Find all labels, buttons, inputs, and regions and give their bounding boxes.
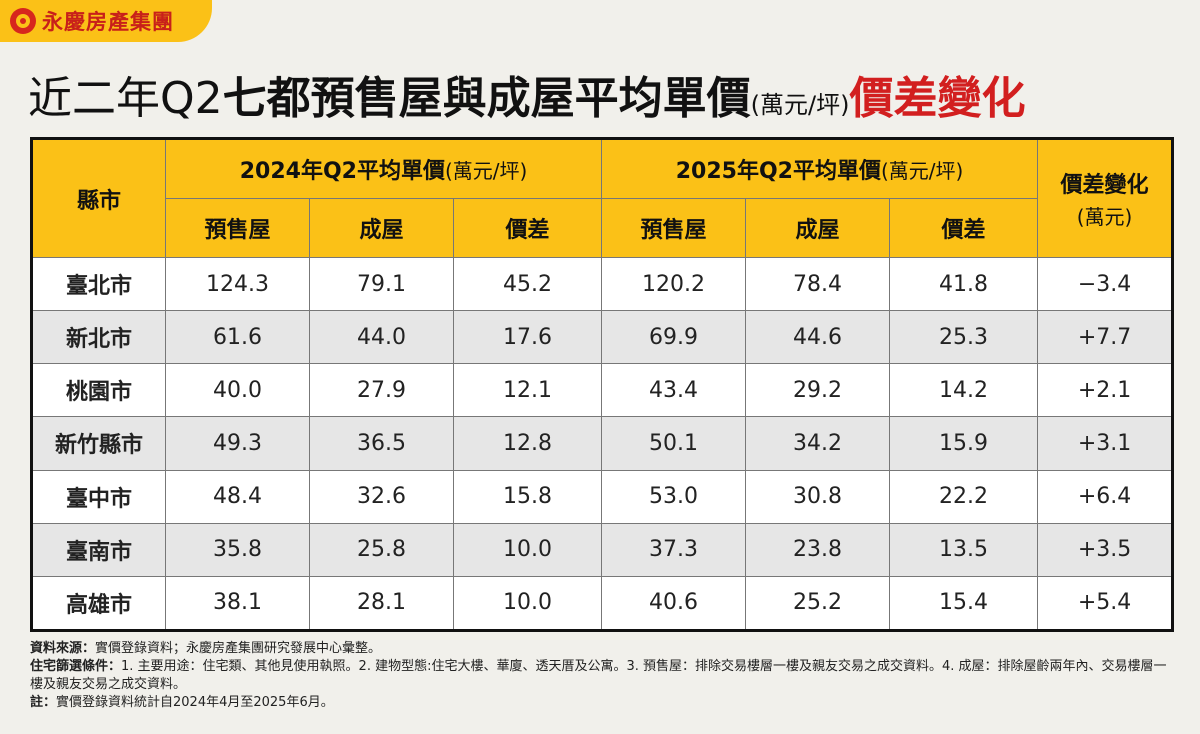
cell-2024-gap: 12.8 [452,416,603,471]
header-2024-gap: 價差 [452,198,603,258]
cell-2025-existing: 44.6 [745,310,891,365]
header-2025-existing: 成屋 [745,198,891,258]
title-part3: 價差變化 [849,73,1026,124]
table-row: 高雄市 38.1 28.1 10.0 40.6 25.2 15.4 +5.4 [31,575,1174,632]
cell-2024-presale: 40.0 [165,363,310,418]
cell-change: +3.1 [1037,416,1174,471]
cell-2025-gap: 15.9 [889,416,1039,471]
cell-2025-presale: 53.0 [601,469,747,524]
table-row: 桃園市 40.0 27.9 12.1 43.4 29.2 14.2 +2.1 [31,363,1174,418]
header-group-2025: 2025年Q2平均單價(萬元/坪) [601,138,1039,199]
cell-2024-existing: 36.5 [309,416,454,471]
header-group-2024-label: 2024年Q2平均單價 [239,159,445,184]
header-group-2024: 2024年Q2平均單價(萬元/坪) [164,138,603,199]
header-2024-presale: 預售屋 [165,198,310,258]
cell-2024-presale: 61.6 [165,310,310,365]
cell-2024-gap: 10.0 [452,522,603,577]
table-row: 臺北市 124.3 79.1 45.2 120.2 78.4 41.8 −3.4 [31,256,1174,312]
page-title: 近二年Q2七都預售屋與成屋平均單價(萬元/坪)價差變化 [28,62,1188,126]
cell-2024-existing: 28.1 [309,575,454,632]
note-source: 資料來源：實價登錄資料；永慶房產集團研究發展中心彙整。 [30,640,1175,658]
cell-2024-existing: 32.6 [309,469,454,524]
price-table: 縣市 2024年Q2平均單價(萬元/坪) 2025年Q2平均單價(萬元/坪) 價… [30,137,1175,632]
cell-city: 高雄市 [31,575,166,632]
cell-2025-presale: 120.2 [601,256,747,312]
cell-2025-presale: 69.9 [601,310,747,365]
cell-change: −3.4 [1037,256,1174,312]
note-remark-label: 註： [30,695,57,710]
cell-2024-presale: 48.4 [165,469,310,524]
cell-2024-gap: 10.0 [452,575,603,632]
note-remark: 註：實價登錄資料統計自2024年4月至2025年6月。 [30,694,1175,712]
cell-change: +5.4 [1037,575,1174,632]
header-group-2025-unit: (萬元/坪) [881,159,964,183]
cell-2025-presale: 50.1 [601,416,747,471]
note-criteria: 住宅篩選條件：1. 主要用途：住宅類、其他見使用執照。2. 建物型態:住宅大樓、… [30,658,1175,694]
cell-city: 新竹縣市 [31,416,166,471]
cell-2024-presale: 38.1 [165,575,310,632]
cell-change: +2.1 [1037,363,1174,418]
cell-city: 臺中市 [31,469,166,524]
brand-logo-icon [10,8,36,34]
header-change-unit: (萬元) [1076,205,1133,229]
cell-2025-existing: 25.2 [745,575,891,632]
cell-city: 新北市 [31,310,166,365]
cell-2025-gap: 13.5 [889,522,1039,577]
cell-2025-gap: 25.3 [889,310,1039,365]
table-row: 臺中市 48.4 32.6 15.8 53.0 30.8 22.2 +6.4 [31,469,1174,524]
brand-badge: 永慶房產集團 [0,0,212,42]
cell-2025-existing: 34.2 [745,416,891,471]
cell-2025-gap: 22.2 [889,469,1039,524]
header-change-label: 價差變化 [1060,173,1149,198]
cell-2025-presale: 37.3 [601,522,747,577]
cell-change: +3.5 [1037,522,1174,577]
cell-2024-existing: 44.0 [309,310,454,365]
title-unit: (萬元/坪) [750,91,850,119]
cell-2024-existing: 79.1 [309,256,454,312]
cell-2024-gap: 17.6 [452,310,603,365]
table-row: 臺南市 35.8 25.8 10.0 37.3 23.8 13.5 +3.5 [31,522,1174,577]
cell-2024-gap: 12.1 [452,363,603,418]
header-change: 價差變化 (萬元) [1037,138,1174,258]
cell-2025-gap: 15.4 [889,575,1039,632]
cell-change: +6.4 [1037,469,1174,524]
header-group-2025-label: 2025年Q2平均單價 [675,159,881,184]
cell-2025-gap: 41.8 [889,256,1039,312]
cell-2024-presale: 124.3 [165,256,310,312]
cell-2024-presale: 35.8 [165,522,310,577]
table-row: 新北市 61.6 44.0 17.6 69.9 44.6 25.3 +7.7 [31,310,1174,365]
cell-2024-gap: 15.8 [452,469,603,524]
footnotes: 資料來源：實價登錄資料；永慶房產集團研究發展中心彙整。 住宅篩選條件：1. 主要… [30,640,1175,712]
table-body: 臺北市 124.3 79.1 45.2 120.2 78.4 41.8 −3.4… [31,256,1174,632]
note-source-label: 資料來源： [30,641,96,656]
cell-2025-existing: 29.2 [745,363,891,418]
cell-2024-presale: 49.3 [165,416,310,471]
cell-2025-existing: 23.8 [745,522,891,577]
header-city: 縣市 [31,138,166,258]
cell-2025-presale: 43.4 [601,363,747,418]
cell-2024-existing: 27.9 [309,363,454,418]
note-criteria-label: 住宅篩選條件： [30,659,122,674]
table-row: 新竹縣市 49.3 36.5 12.8 50.1 34.2 15.9 +3.1 [31,416,1174,471]
brand-name: 永慶房產集團 [42,10,174,34]
title-part1: 近二年Q2 [28,73,223,124]
cell-city: 臺南市 [31,522,166,577]
header-2025-gap: 價差 [889,198,1039,258]
cell-change: +7.7 [1037,310,1174,365]
cell-2024-gap: 45.2 [452,256,603,312]
header-2025-presale: 預售屋 [601,198,747,258]
cell-2024-existing: 25.8 [309,522,454,577]
header-2024-existing: 成屋 [309,198,454,258]
note-remark-text: 實價登錄資料統計自2024年4月至2025年6月。 [56,695,334,710]
cell-city: 臺北市 [31,256,166,312]
cell-2025-existing: 30.8 [745,469,891,524]
header-group-2024-unit: (萬元/坪) [444,159,528,183]
title-part2: 七都預售屋與成屋平均單價 [222,73,751,124]
cell-2025-presale: 40.6 [601,575,747,632]
cell-2025-existing: 78.4 [745,256,891,312]
note-source-text: 實價登錄資料；永慶房產集團研究發展中心彙整。 [95,641,382,656]
note-criteria-text: 1. 主要用途：住宅類、其他見使用執照。2. 建物型態:住宅大樓、華廈、透天厝及… [30,659,1167,692]
cell-2025-gap: 14.2 [889,363,1039,418]
cell-city: 桃園市 [31,363,166,418]
